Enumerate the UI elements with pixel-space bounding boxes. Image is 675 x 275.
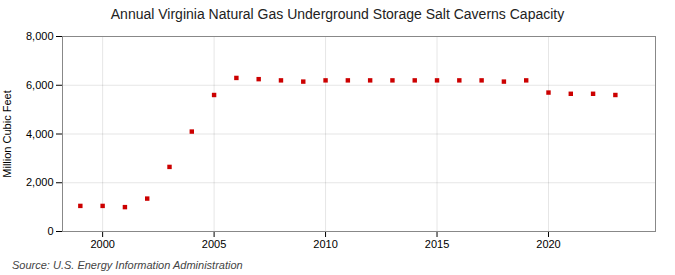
svg-text:0: 0	[47, 225, 53, 237]
svg-text:2000: 2000	[90, 238, 114, 250]
svg-text:6,000: 6,000	[26, 79, 54, 91]
html-text:Source: U.S. Energy Informatio: Source: U.S. Energy Information Administ…	[12, 259, 243, 271]
svg-text:8,000: 8,000	[26, 30, 54, 42]
svg-text:Million Cubic Feet: Million Cubic Feet	[1, 90, 13, 177]
svg-text:2,000: 2,000	[26, 176, 54, 188]
svg-text:2005: 2005	[202, 238, 226, 250]
svg-text:2015: 2015	[425, 238, 449, 250]
svg-text:2020: 2020	[536, 238, 560, 250]
html-text:Annual Virginia Natural Gas Un: Annual Virginia Natural Gas Underground …	[110, 6, 565, 22]
svg-text:4,000: 4,000	[26, 128, 54, 140]
svg-text:2010: 2010	[313, 238, 337, 250]
